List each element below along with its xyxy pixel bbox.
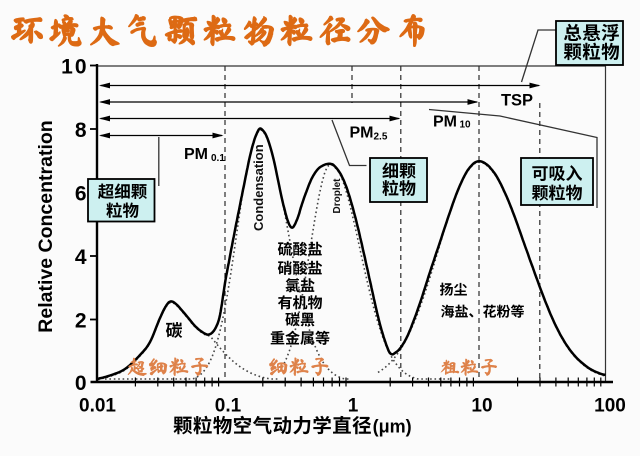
svg-text:1: 1 [348, 396, 359, 417]
svg-text:10: 10 [460, 120, 472, 131]
svg-text:0.1: 0.1 [211, 153, 225, 164]
svg-text:0.1: 0.1 [215, 396, 242, 417]
svg-text:TSP: TSP [501, 92, 533, 110]
svg-text:2: 2 [75, 310, 89, 333]
svg-text:2.5: 2.5 [374, 132, 388, 143]
svg-text:100: 100 [594, 396, 626, 417]
svg-text:0: 0 [75, 372, 89, 395]
svg-text:6: 6 [75, 183, 89, 206]
svg-text:PM: PM [350, 125, 374, 142]
svg-text:4: 4 [75, 246, 89, 269]
svg-text:(μm): (μm) [373, 417, 412, 437]
svg-text:PM: PM [433, 114, 457, 131]
svg-text:0.01: 0.01 [79, 396, 116, 417]
svg-text:8: 8 [75, 119, 89, 142]
svg-text:Relative Concentration: Relative Concentration [35, 120, 57, 332]
svg-text:10: 10 [61, 56, 88, 79]
svg-text:10: 10 [471, 396, 492, 417]
svg-text:PM: PM [184, 146, 208, 163]
svg-text:Droplet: Droplet [332, 178, 343, 214]
svg-text:Condensation: Condensation [251, 144, 266, 231]
